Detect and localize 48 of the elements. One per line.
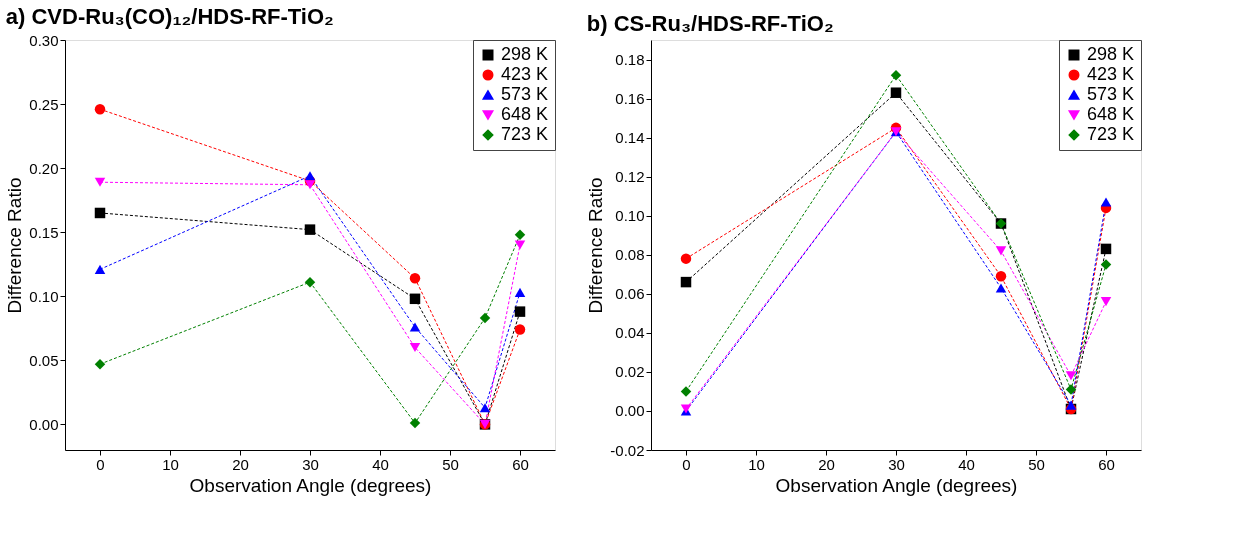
x-axis-title: Observation Angle (degrees) — [189, 474, 432, 496]
legend-label: 648 K — [1087, 104, 1135, 124]
x-tick-label: 50 — [1028, 455, 1045, 473]
chart-title: a) CVD-Ru₃(CO)₁₂/HDS-RF-TiO₂ — [5, 4, 334, 29]
y-tick-label: 0.12 — [615, 168, 645, 186]
x-tick-label: 30 — [888, 455, 905, 473]
x-tick-label: 20 — [818, 455, 835, 473]
legend-label: 573 K — [501, 84, 549, 104]
y-tick-label: 0.18 — [615, 51, 645, 69]
legend-label: 298 K — [1087, 44, 1135, 64]
x-tick-label: 10 — [162, 455, 179, 473]
legend-label: 648 K — [501, 104, 549, 124]
x-tick-label: 0 — [682, 455, 691, 473]
y-axis-title: Difference Ratio — [585, 177, 607, 314]
y-axis-title: Difference Ratio — [4, 177, 26, 314]
x-tick-label: 40 — [958, 455, 975, 473]
legend-label: 573 K — [1087, 84, 1135, 104]
y-tick-label: -0.02 — [610, 441, 645, 459]
y-tick-label: 0.04 — [615, 324, 645, 342]
legend-label: 423 K — [501, 64, 549, 84]
y-tick-label: 0.16 — [615, 90, 645, 108]
y-tick-label: 0.08 — [615, 246, 645, 264]
legend-label: 723 K — [501, 124, 549, 144]
y-tick-label: 0.02 — [615, 363, 645, 381]
chart-title: b) CS-Ru₃/HDS-RF-TiO₂ — [586, 10, 834, 36]
y-tick-label: 0.15 — [29, 223, 59, 241]
y-tick-label: 0.25 — [29, 95, 59, 113]
legend-label: 423 K — [1087, 64, 1135, 84]
x-tick-label: 40 — [372, 455, 389, 473]
x-tick-label: 20 — [232, 455, 249, 473]
x-tick-label: 30 — [302, 455, 319, 473]
x-axis-title: Observation Angle (degrees) — [775, 474, 1018, 496]
y-tick-label: 0.30 — [29, 31, 59, 49]
y-tick-label: 0.05 — [29, 351, 59, 369]
y-tick-label: 0.10 — [615, 207, 645, 225]
x-tick-label: 10 — [748, 455, 765, 473]
y-tick-label: 0.00 — [29, 415, 59, 433]
x-tick-label: 50 — [442, 455, 459, 473]
y-tick-label: 0.10 — [29, 287, 59, 305]
x-tick-label: 60 — [1098, 455, 1115, 473]
y-tick-label: 0.20 — [29, 159, 59, 177]
legend-label: 723 K — [1087, 124, 1135, 144]
y-tick-label: 0.00 — [615, 402, 645, 420]
x-tick-label: 60 — [512, 455, 529, 473]
legend-label: 298 K — [501, 44, 549, 64]
x-tick-label: 0 — [96, 455, 105, 473]
y-tick-label: 0.06 — [615, 285, 645, 303]
y-tick-label: 0.14 — [615, 129, 645, 147]
